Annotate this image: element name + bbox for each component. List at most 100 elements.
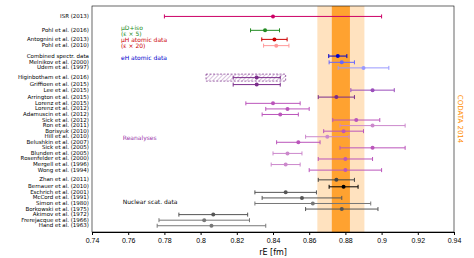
measurement [164,14,381,18]
error-cap [287,37,288,41]
point [340,207,344,211]
x-axis: 0.740.760.780.80.820.840.860.880.90.920.… [86,232,462,244]
error-cap [318,157,319,161]
measurement [255,190,317,194]
point [271,14,275,18]
measurement [157,224,266,228]
tick: 0.94 [448,232,462,244]
error-cap [301,151,302,155]
error-cap [341,196,342,200]
point [340,60,344,64]
error-cap [363,129,364,133]
tick-mark [92,232,93,235]
point [271,101,275,105]
axis-line [93,233,455,236]
error-cap [370,201,371,205]
measurement [233,76,280,80]
point [255,83,259,87]
error-cap [300,163,301,167]
measurement [262,37,287,41]
error-cap [339,124,340,128]
measurement [351,88,394,92]
tick-label: 0.86 [303,237,317,244]
error-cap [320,140,321,144]
tick-mark [345,232,346,235]
error-cap [405,124,406,128]
tick-mark [273,232,274,235]
measurement [340,146,405,150]
point [263,28,267,32]
error-cap [305,207,306,211]
tick-mark [382,232,383,235]
tick: 0.86 [303,232,317,244]
reference-label: CODATA 2014 [456,95,464,144]
error-cap [265,107,266,111]
error-cap [332,118,333,122]
tick-label: 0.74 [86,237,100,244]
annotation: Nuclear scat. data [123,198,178,205]
error-cap [339,146,340,150]
error-cap [245,101,246,105]
chart: 0.740.760.780.80.820.840.860.880.90.920.… [0,0,474,258]
tick-label: 0.84 [267,237,281,244]
tick-label: 0.92 [411,237,425,244]
measurement [306,207,378,211]
row-label: Pohl et al. (2010) [42,42,89,48]
error-cap [254,190,255,194]
point [343,157,347,161]
measurement [338,66,389,70]
error-cap [262,196,263,200]
measurement [318,157,372,161]
error-cap [318,178,319,182]
measurement [251,28,280,32]
measurement [318,95,354,99]
error-cap [381,168,382,172]
annotation: eH atomic data [121,54,167,61]
error-cap [276,140,277,144]
point [362,66,366,70]
error-cap [250,28,251,32]
error-cap [288,44,289,48]
error-cap [233,76,234,80]
tick-mark [201,232,202,235]
point [255,76,259,80]
tick-label: 0.8 [196,237,206,244]
error-cap [381,14,382,18]
error-cap [318,95,319,99]
error-cap [349,135,350,139]
measurement [329,60,354,64]
tick-mark [128,232,129,235]
point [274,44,278,48]
plot-frame [92,6,454,232]
error-cap [350,88,351,92]
row-label: Higinbotham et al. (2016) [18,74,89,81]
plot-area [157,6,405,232]
tick: 0.84 [267,232,281,244]
measurement [255,201,371,205]
row-label: Zhan et al. (2011) [39,176,89,182]
annotation: μH atomic data(ε × 20) [121,36,167,50]
tick: 0.78 [158,232,172,244]
point [202,218,206,222]
error-cap [323,129,324,133]
error-cap [309,168,310,172]
error-cap [394,88,395,92]
point [311,201,315,205]
tick-label: 0.94 [448,237,462,244]
tick: 0.88 [339,232,353,244]
measurement [264,44,289,48]
point [272,37,276,41]
error-cap [372,157,373,161]
error-cap [405,146,406,150]
tick-label: 0.9 [377,237,387,244]
point [284,190,288,194]
measurement [306,135,349,139]
point [300,196,304,200]
measurement [340,124,405,128]
point [278,112,282,116]
error-cap [249,218,250,222]
measurement [329,54,347,58]
measurement [233,83,280,87]
tick-label: 0.88 [339,237,353,244]
tick-label: 0.76 [122,237,136,244]
